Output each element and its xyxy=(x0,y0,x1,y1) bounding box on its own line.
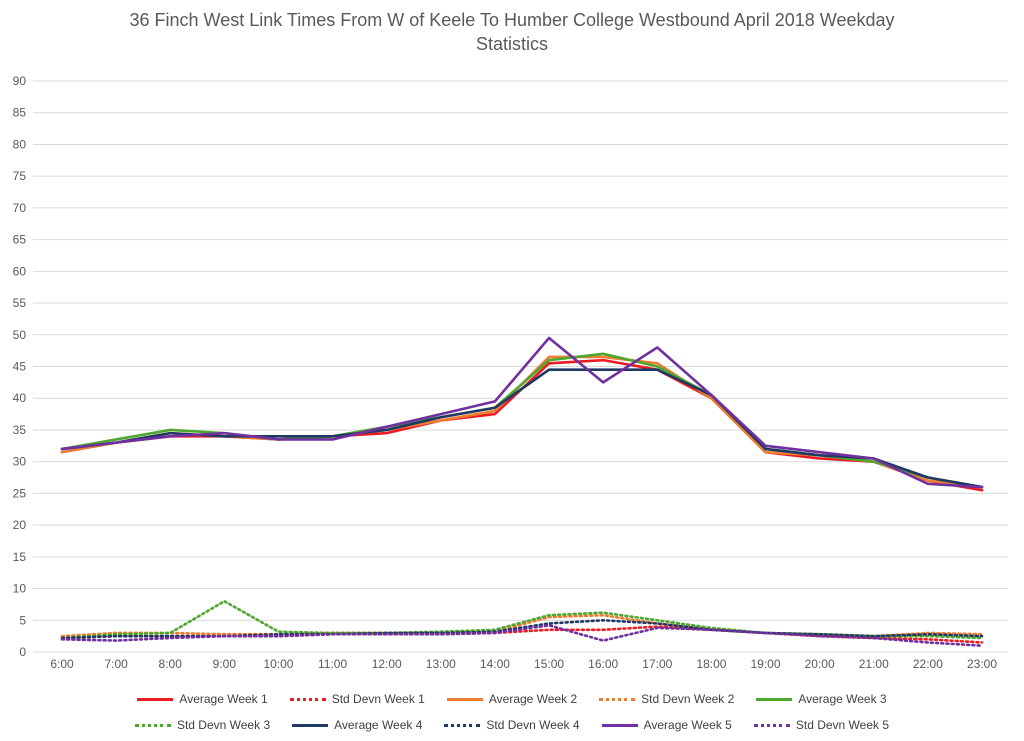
legend-label: Average Week 1 xyxy=(179,692,268,706)
x-axis-tick-label: 6:00 xyxy=(50,657,74,671)
chart-title: 36 Finch West Link Times From W of Keele… xyxy=(129,10,895,54)
x-axis-tick-label: 11:00 xyxy=(318,657,347,671)
x-axis-tick-label: 19:00 xyxy=(751,657,781,671)
x-axis-tick-label: 7:00 xyxy=(104,657,128,671)
legend-label: Average Week 2 xyxy=(488,692,578,706)
legend-item: Average Week 2 xyxy=(446,692,578,706)
x-axis-tick-label: 22:00 xyxy=(913,657,943,671)
y-axis-tick-label: 10 xyxy=(13,582,27,596)
y-axis-tick-label: 50 xyxy=(13,328,27,342)
legend-item: Std Devn Week 3 xyxy=(134,718,271,732)
dotted-line-swatch xyxy=(444,723,481,727)
legend-label: Average Week 5 xyxy=(643,718,732,732)
y-axis-tick-label: 0 xyxy=(19,645,26,659)
legend-item: Average Week 1 xyxy=(137,692,268,706)
x-axis-tick-label: 8:00 xyxy=(159,657,183,671)
legend-label: Std Devn Week 3 xyxy=(176,718,271,732)
solid-line-swatch xyxy=(601,723,638,727)
x-axis-tick-label: 9:00 xyxy=(213,657,237,671)
y-axis-tick-label: 55 xyxy=(13,296,27,310)
x-axis-tick-label: 21:00 xyxy=(859,657,889,671)
legend-item: Std Devn Week 1 xyxy=(289,692,425,706)
solid-line-swatch xyxy=(756,697,793,701)
x-axis-tick-label: 15:00 xyxy=(534,657,564,671)
solid-line-swatch xyxy=(137,697,174,701)
y-axis-tick-label: 90 xyxy=(13,74,27,88)
x-axis-tick-label: 20:00 xyxy=(805,657,835,671)
series-line xyxy=(60,599,984,640)
legend-item: Average Week 3 xyxy=(756,692,887,706)
dotted-line-swatch xyxy=(134,723,171,727)
series-line xyxy=(60,358,984,492)
dotted-line-swatch xyxy=(599,697,636,701)
y-axis-tick-label: 60 xyxy=(13,264,27,278)
legend: Average Week 1 Std Devn Week 1 Average Wee… xyxy=(0,686,1024,738)
legend-item: Average Week 4 xyxy=(292,718,422,732)
legend-label: Std Devn Week 1 xyxy=(331,692,425,706)
x-axis-tick-label: 10:00 xyxy=(263,657,293,671)
series-line xyxy=(60,336,984,489)
dotted-line-swatch xyxy=(753,723,790,727)
legend-label: Std Devn Week 2 xyxy=(641,692,735,706)
legend-item: Std Devn Week 4 xyxy=(444,718,580,732)
legend-label: Std Devn Week 5 xyxy=(795,718,890,732)
y-axis-tick-label: 65 xyxy=(13,233,27,247)
x-axis-tick-label: 18:00 xyxy=(696,657,726,671)
y-axis-tick-label: 45 xyxy=(13,360,27,374)
legend-row: Average Week 1 Std Devn Week 1 Average Wee… xyxy=(0,686,1024,712)
legend-row: Std Devn Week 3 Average Week 4 Std Devn We… xyxy=(0,712,1024,738)
x-axis-tick-label: 17:00 xyxy=(642,657,672,671)
solid-line-swatch xyxy=(446,697,483,701)
y-axis-tick-label: 30 xyxy=(13,455,27,469)
legend-label: Average Week 4 xyxy=(334,718,423,732)
x-axis-tick-label: 12:00 xyxy=(372,657,402,671)
series-line xyxy=(60,352,984,489)
series-line xyxy=(60,624,984,647)
series-line xyxy=(60,355,984,489)
x-axis-tick-label: 14:00 xyxy=(480,657,510,671)
y-axis-tick-label: 25 xyxy=(13,486,27,500)
dotted-line-swatch xyxy=(289,697,326,701)
series-line xyxy=(60,613,984,638)
y-axis-tick-label: 5 xyxy=(19,613,26,627)
y-axis-tick-label: 20 xyxy=(13,518,27,532)
y-axis-tick-label: 35 xyxy=(13,423,27,437)
y-axis-tick-label: 15 xyxy=(13,550,27,564)
y-axis-tick-label: 80 xyxy=(13,137,27,151)
y-axis-tick-label: 75 xyxy=(13,169,27,183)
x-axis-tick-label: 16:00 xyxy=(588,657,618,671)
series-line xyxy=(60,368,984,489)
legend-item: Std Devn Week 5 xyxy=(753,718,890,732)
legend-item: Average Week 5 xyxy=(601,718,732,732)
y-axis-tick-label: 70 xyxy=(13,201,27,215)
legend-label: Average Week 3 xyxy=(798,692,887,706)
solid-line-swatch xyxy=(292,723,329,727)
x-axis-tick-label: 23:00 xyxy=(967,657,997,671)
legend-label: Std Devn Week 4 xyxy=(486,718,580,732)
y-axis-tick-label: 40 xyxy=(13,391,27,405)
x-axis-tick-label: 13:00 xyxy=(426,657,456,671)
legend-item: Std Devn Week 2 xyxy=(599,692,734,706)
y-axis-tick-label: 85 xyxy=(13,106,27,120)
